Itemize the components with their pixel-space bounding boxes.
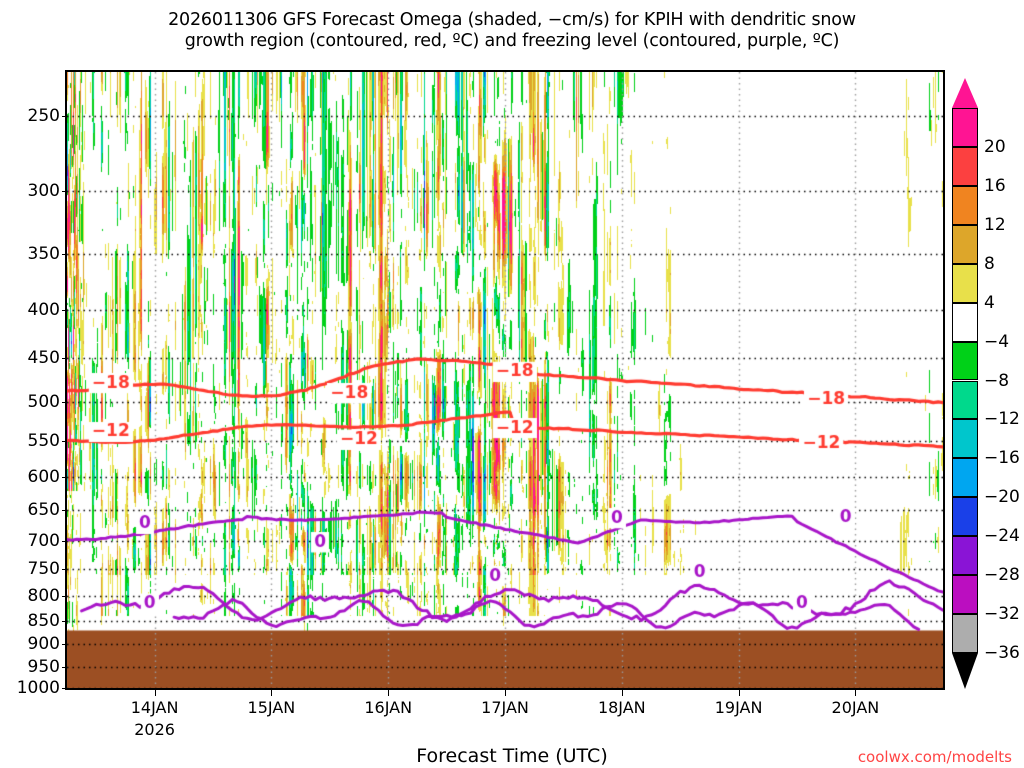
colorbar-swatch <box>952 185 978 225</box>
colorbar-tick-label: −4 <box>984 331 1010 352</box>
omega-shading-canvas-wrap <box>67 72 943 688</box>
x-axis-tick-label: 19JAN <box>714 698 763 717</box>
colorbar-tick-label: −20 <box>984 487 1020 508</box>
title-line-2: growth region (contoured, red, ºC) and f… <box>184 31 840 51</box>
y-axis-tick-label: 400 <box>27 299 60 320</box>
colorbar-tick-label: −12 <box>984 409 1020 430</box>
colorbar-swatch <box>952 146 978 186</box>
y-axis-tick-label: 550 <box>27 431 60 452</box>
colorbar-tick-label: 4 <box>984 292 995 313</box>
colorbar-tick-label: 12 <box>984 214 1006 235</box>
title-line-1: 2026011306 GFS Forecast Omega (shaded, −… <box>168 10 856 30</box>
x-axis-tick-mark <box>738 690 740 696</box>
y-axis-tick-label: 500 <box>27 391 60 412</box>
x-axis-tick-mark <box>855 690 857 696</box>
colorbar-swatch <box>952 497 978 537</box>
colorbar-tick-label: −8 <box>984 370 1010 391</box>
colorbar-swatch <box>952 108 978 147</box>
y-axis-tick-label: 750 <box>27 559 60 580</box>
colorbar-tick-label: −16 <box>984 448 1020 469</box>
colorbar-tick-label: 20 <box>984 136 1006 157</box>
x-axis-tick-label: 14JAN <box>130 698 179 717</box>
x-axis-year-label: 2026 <box>134 720 175 739</box>
colorbar-swatch <box>952 614 978 653</box>
y-axis-tick-label: 800 <box>27 585 60 606</box>
x-axis-tick-label: 18JAN <box>597 698 646 717</box>
plot-area <box>65 70 945 690</box>
omega-shading-canvas <box>67 72 943 688</box>
x-axis-tick-mark <box>388 690 390 696</box>
colorbar-swatch <box>952 302 978 342</box>
colorbar-top-cap <box>952 78 978 108</box>
x-axis-title: Forecast Time (UTC) <box>416 745 608 767</box>
colorbar-swatch <box>952 380 978 420</box>
colorbar-swatch <box>952 263 978 303</box>
colorbar-swatch <box>952 575 978 615</box>
y-axis-tick-label: 900 <box>27 634 60 655</box>
x-axis-tick-mark <box>271 690 273 696</box>
y-axis-tick-label: 250 <box>27 105 60 126</box>
colorbar-tick-label: 8 <box>984 253 995 274</box>
colorbar-swatch <box>952 224 978 264</box>
colorbar-swatch <box>952 536 978 576</box>
colorbar-tick-label: −28 <box>984 565 1020 586</box>
x-axis-tick-label: 15JAN <box>247 698 296 717</box>
x-axis-tick-label: 20JAN <box>831 698 880 717</box>
y-axis-tick-label: 350 <box>27 244 60 265</box>
y-axis-tick-label: 450 <box>27 348 60 369</box>
colorbar-tick-label: −24 <box>984 526 1020 547</box>
colorbar: 20 16 12 8 4 −4 −8 −12 −16 −20 −24 −28 −32 −36 <box>952 78 1020 689</box>
colorbar-tick-label: 16 <box>984 175 1006 196</box>
colorbar-tick-label: −32 <box>984 604 1020 625</box>
y-axis-tick-label: 950 <box>27 656 60 677</box>
x-axis-tick-label: 16JAN <box>364 698 413 717</box>
colorbar-bottom-cap <box>952 653 978 689</box>
colorbar-swatch <box>952 458 978 498</box>
y-axis-tick-label: 650 <box>27 500 60 521</box>
y-axis-tick-label: 300 <box>27 180 60 201</box>
y-axis-tick-label: 600 <box>27 467 60 488</box>
colorbar-swatch <box>952 419 978 459</box>
watermark: coolwx.com/modelts <box>857 748 1012 766</box>
x-axis-tick-mark <box>154 690 156 696</box>
x-axis-tick-mark <box>505 690 506 696</box>
x-axis-tick-label: 17JAN <box>481 698 529 717</box>
page-title: 2026011306 GFS Forecast Omega (shaded, −… <box>0 10 1024 52</box>
y-axis-tick-label: 1000 <box>16 678 60 698</box>
colorbar-tick-label: −36 <box>984 643 1020 663</box>
y-axis-tick-label: 700 <box>27 530 60 551</box>
y-axis-tick-label: 850 <box>27 610 60 631</box>
x-axis-tick-mark <box>621 690 623 696</box>
colorbar-swatch <box>952 341 978 381</box>
